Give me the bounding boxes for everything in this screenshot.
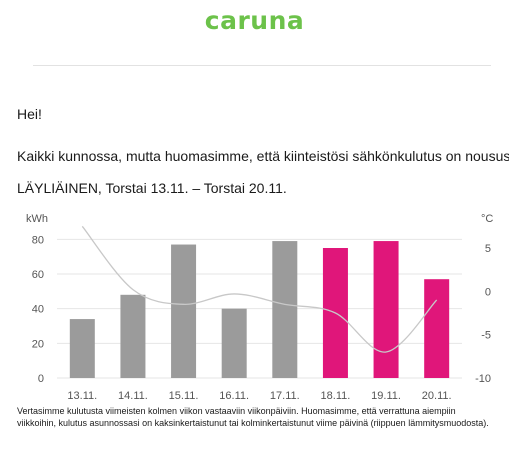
y2-tick-label: 0 bbox=[485, 286, 491, 298]
bar-19-11 bbox=[374, 241, 399, 378]
x-tick-label: 13.11. bbox=[67, 390, 97, 402]
greeting-text: Hei! bbox=[17, 106, 42, 122]
x-tick-label: 16.11. bbox=[219, 390, 249, 402]
x-tick-label: 19.11. bbox=[371, 390, 401, 402]
y-tick-label: 20 bbox=[32, 338, 44, 350]
x-tick-label: 14.11. bbox=[118, 390, 148, 402]
y-axis-label: kWh bbox=[26, 213, 48, 225]
header-divider bbox=[33, 65, 491, 66]
consumption-chart: kWh °C 0 20 40 60 80 5 0 -5 -10 13.11. 14.11. 15.11. 1… bbox=[0, 205, 509, 405]
bar-13-11 bbox=[70, 319, 95, 378]
bar-15-11 bbox=[171, 245, 196, 378]
period-text: LÄYLIÄINEN, Torstai 13.11. – Torstai 20.… bbox=[17, 180, 287, 196]
y2-tick-label: 5 bbox=[485, 243, 491, 255]
bar-20-11 bbox=[424, 279, 449, 378]
y2-tick-label: -10 bbox=[475, 373, 491, 385]
y-tick-label: 60 bbox=[32, 269, 44, 281]
y-tick-label: 0 bbox=[38, 373, 44, 385]
caruna-logo: caruna bbox=[0, 6, 509, 35]
x-tick-label: 17.11. bbox=[270, 390, 300, 402]
y-tick-label: 40 bbox=[32, 304, 44, 316]
y2-tick-label: -5 bbox=[481, 330, 491, 342]
x-tick-label: 20.11. bbox=[422, 390, 452, 402]
x-tick-label: 15.11. bbox=[169, 390, 199, 402]
message-text: Kaikki kunnossa, mutta huomasimme, että … bbox=[17, 148, 509, 164]
y2-axis-label: °C bbox=[481, 213, 493, 225]
bar-16-11 bbox=[222, 309, 247, 378]
x-tick-label: 18.11. bbox=[321, 390, 351, 402]
bar-17-11 bbox=[272, 241, 297, 378]
footnote-text: Vertasimme kulutusta viimeisten kolmen v… bbox=[17, 405, 497, 429]
y-tick-label: 80 bbox=[32, 234, 44, 246]
bar-14-11 bbox=[120, 295, 145, 378]
